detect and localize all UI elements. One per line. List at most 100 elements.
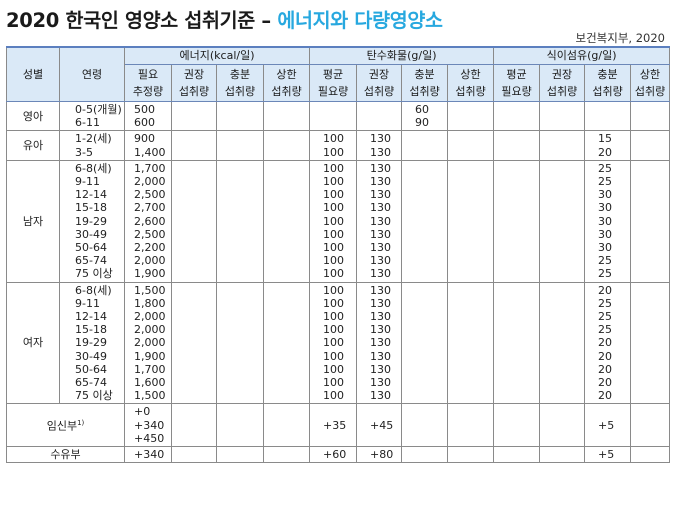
empty-cell <box>630 159 671 283</box>
energy-eer-cell: 500 600 <box>124 100 172 132</box>
empty-cell <box>401 130 449 161</box>
header-carb-ear: 평균 필요량 <box>309 64 358 102</box>
carb-rni-cell: 130 130 130 130 130 130 130 130 130 <box>356 281 403 405</box>
header-sex: 성별 <box>6 46 60 102</box>
header-energy-ai: 충분 섭취량 <box>216 64 264 102</box>
empty-cell <box>447 130 495 161</box>
empty-cell <box>171 403 217 448</box>
intake-table: 성별 연령 에너지(kcal/일) 탄수화물(g/일) 식이섬유(g/일) 필요… <box>6 46 671 464</box>
age-cell: 0-5(개월) 6-11 <box>59 100 125 132</box>
header-fiber-ear: 평균 필요량 <box>493 64 541 102</box>
header-carb-ai: 충분 섭취량 <box>401 64 449 102</box>
empty-cell <box>447 159 495 283</box>
empty-cell <box>262 403 311 448</box>
energy-eer-cell: +0 +340 +450 <box>124 403 172 448</box>
empty-cell <box>216 100 264 132</box>
empty-cell <box>171 446 217 464</box>
empty-cell <box>630 281 671 405</box>
empty-cell <box>401 446 449 464</box>
page-title: 2020 한국인 영양소 섭취기준 – 에너지와 다량영양소 <box>6 4 443 33</box>
empty-cell <box>539 403 586 448</box>
empty-cell <box>493 403 541 448</box>
carb-rni-cell: 130 130 130 130 130 130 130 130 130 <box>356 159 403 283</box>
empty-cell <box>262 446 311 464</box>
header-energy: 에너지(kcal/일) <box>123 46 311 65</box>
table-row: 영아 0-5(개월) 6-11 500 600 60 90 <box>6 100 671 132</box>
table-row: 임신부1) +0 +340 +450 +35 +45 +5 <box>6 403 671 448</box>
age-cell: 6-8(세) 9-11 12-14 15-18 19-29 30-49 50-6… <box>59 281 125 405</box>
empty-cell <box>539 281 586 405</box>
empty-cell <box>493 446 541 464</box>
table-row: 남자 6-8(세) 9-11 12-14 15-18 19-29 30-49 5… <box>6 159 671 283</box>
empty-cell <box>401 403 449 448</box>
footnote-marker: 1) <box>77 419 85 428</box>
empty-cell <box>309 100 358 132</box>
source-label: 보건복지부, 2020 <box>575 31 665 45</box>
carb-ear-cell: 100 100 100 100 100 100 100 100 100 <box>309 159 358 283</box>
empty-cell <box>262 159 311 283</box>
carb-rni-cell: 130 130 <box>356 130 403 161</box>
group-cell: 여자 <box>6 281 60 405</box>
header-carbohydrate: 탄수화물(g/일) <box>309 46 495 65</box>
empty-cell <box>262 100 311 132</box>
header-carb-rni: 권장 섭취량 <box>356 64 403 102</box>
empty-cell <box>171 130 217 161</box>
group-cell: 남자 <box>6 159 60 283</box>
title-main: 2020 한국인 영양소 섭취기준 – <box>6 9 278 32</box>
empty-cell <box>216 403 264 448</box>
energy-eer-cell: +340 <box>124 446 172 464</box>
fiber-ai-cell: 25 25 30 30 30 30 30 25 25 <box>584 159 632 283</box>
empty-cell <box>216 130 264 161</box>
carb-rni-cell: +45 <box>356 403 403 448</box>
group-cell: 유아 <box>6 130 60 161</box>
group-cell: 영아 <box>6 100 60 132</box>
header-energy-rni: 권장 섭취량 <box>171 64 217 102</box>
empty-cell <box>539 446 586 464</box>
energy-eer-cell: 1,700 2,000 2,500 2,700 2,600 2,500 2,20… <box>124 159 172 283</box>
empty-cell <box>216 281 264 405</box>
carb-ear-cell: +60 <box>309 446 358 464</box>
empty-cell <box>493 281 541 405</box>
header-age: 연령 <box>59 46 125 102</box>
carb-ear-cell: 100 100 100 100 100 100 100 100 100 <box>309 281 358 405</box>
energy-eer-cell: 900 1,400 <box>124 130 172 161</box>
empty-cell <box>630 403 671 448</box>
energy-eer-cell: 1,500 1,800 2,000 2,000 2,000 1,900 1,70… <box>124 281 172 405</box>
header-energy-eer: 필요 추정량 <box>124 64 172 102</box>
fiber-ai-cell: 20 25 25 25 20 20 20 20 20 <box>584 281 632 405</box>
empty-cell <box>356 100 403 132</box>
group-cell-lactating: 수유부 <box>6 446 125 464</box>
empty-cell <box>447 403 495 448</box>
empty-cell <box>539 159 586 283</box>
header-fiber-ai: 충분 섭취량 <box>584 64 632 102</box>
empty-cell <box>216 446 264 464</box>
table-row: 유아 1-2(세) 3-5 900 1,400 100 100 130 130 … <box>6 130 671 161</box>
empty-cell <box>493 130 541 161</box>
title-highlight: 에너지와 다량영양소 <box>277 9 443 32</box>
empty-cell <box>171 159 217 283</box>
empty-cell <box>493 100 541 132</box>
carb-ear-cell: +35 <box>309 403 358 448</box>
empty-cell <box>584 100 632 132</box>
carb-ear-cell: 100 100 <box>309 130 358 161</box>
header-energy-ul: 상한 섭취량 <box>262 64 311 102</box>
table-row: 수유부 +340 +60 +80 +5 <box>6 446 671 464</box>
empty-cell <box>447 281 495 405</box>
header-fiber: 식이섬유(g/일) <box>493 46 671 65</box>
empty-cell <box>401 159 449 283</box>
fiber-ai-cell: 15 20 <box>584 130 632 161</box>
empty-cell <box>216 159 264 283</box>
pregnant-label: 임신부 <box>46 420 78 433</box>
empty-cell <box>401 281 449 405</box>
empty-cell <box>447 100 495 132</box>
table-row: 여자 6-8(세) 9-11 12-14 15-18 19-29 30-49 5… <box>6 281 671 405</box>
empty-cell <box>493 159 541 283</box>
empty-cell <box>171 100 217 132</box>
header-carb-ul: 상한 섭취량 <box>447 64 495 102</box>
header-fiber-ul: 상한 섭취량 <box>630 64 671 102</box>
empty-cell <box>630 130 671 161</box>
fiber-ai-cell: +5 <box>584 446 632 464</box>
empty-cell <box>262 281 311 405</box>
empty-cell <box>630 100 671 132</box>
fiber-ai-cell: +5 <box>584 403 632 448</box>
